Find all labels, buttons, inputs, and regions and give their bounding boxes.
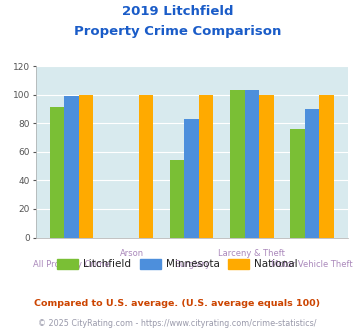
Text: © 2025 CityRating.com - https://www.cityrating.com/crime-statistics/: © 2025 CityRating.com - https://www.city… [38, 319, 317, 328]
Bar [305, 109, 319, 238]
Legend: Litchfield, Minnesota, National: Litchfield, Minnesota, National [53, 255, 302, 274]
Bar [259, 95, 274, 238]
Bar [230, 90, 245, 238]
Bar [319, 95, 334, 238]
Bar [78, 95, 93, 238]
Bar [139, 95, 153, 238]
Text: Burglary: Burglary [174, 260, 210, 269]
Text: 2019 Litchfield: 2019 Litchfield [122, 5, 233, 18]
Text: Larceny & Theft: Larceny & Theft [218, 249, 285, 258]
Bar [185, 119, 199, 238]
Bar [64, 96, 78, 238]
Bar [245, 90, 259, 238]
Text: Arson: Arson [120, 249, 143, 258]
Text: Property Crime Comparison: Property Crime Comparison [74, 25, 281, 38]
Bar [50, 108, 64, 238]
Text: Compared to U.S. average. (U.S. average equals 100): Compared to U.S. average. (U.S. average … [34, 299, 321, 308]
Bar [170, 160, 185, 238]
Bar [199, 95, 213, 238]
Text: Motor Vehicle Theft: Motor Vehicle Theft [271, 260, 353, 269]
Text: All Property Crime: All Property Crime [33, 260, 110, 269]
Bar [290, 129, 305, 238]
